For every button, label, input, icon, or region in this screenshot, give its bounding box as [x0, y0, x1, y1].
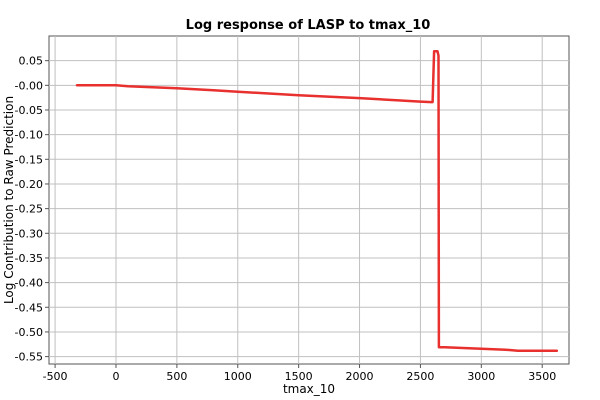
x-tick-label: 3500: [528, 370, 556, 383]
y-tick-label: -0.35: [15, 252, 43, 265]
series-line: [75, 50, 559, 352]
y-tick-label: -0.40: [15, 277, 43, 290]
x-axis-ticks: -500 0 500 1000 1500 2000 2500 3000 3500: [43, 364, 556, 383]
x-tick-label: 2500: [406, 370, 434, 383]
chart-title: Log response of LASP to tmax_10: [186, 18, 431, 33]
x-gridlines: [54, 36, 543, 364]
series-layer: [75, 50, 559, 352]
y-axis-ticks: 0.05 -0.00 -0.05 -0.10 -0.15 -0.20 -0.25 -0.30 -…: [15, 55, 49, 364]
x-tick-label: 3000: [467, 370, 495, 383]
y-tick-label: -0.10: [15, 129, 43, 142]
plot-area: [48, 35, 570, 365]
y-tick-label: -0.50: [15, 326, 43, 339]
y-tick-label: -0.30: [15, 227, 43, 240]
x-tick-label: -500: [43, 370, 68, 383]
x-tick-label: 0: [112, 370, 119, 383]
x-tick-label: 500: [166, 370, 187, 383]
y-tick-label: -0.55: [15, 351, 43, 364]
y-gridlines: [49, 60, 569, 358]
y-tick-label: -0.20: [15, 178, 43, 191]
y-tick-label: -0.15: [15, 153, 43, 166]
x-tick-label: 1500: [285, 370, 313, 383]
y-axis-label: Log Contribution to Raw Prediction: [2, 96, 16, 304]
y-tick-label: -0.05: [15, 104, 43, 117]
x-axis-label: tmax_10: [283, 382, 335, 396]
y-tick-label: -0.45: [15, 301, 43, 314]
x-tick-label: 2000: [346, 370, 374, 383]
y-tick-label: -0.00: [15, 79, 43, 92]
y-tick-label: 0.05: [19, 55, 44, 68]
x-tick-label: 1000: [224, 370, 252, 383]
y-tick-label: -0.25: [15, 203, 43, 216]
